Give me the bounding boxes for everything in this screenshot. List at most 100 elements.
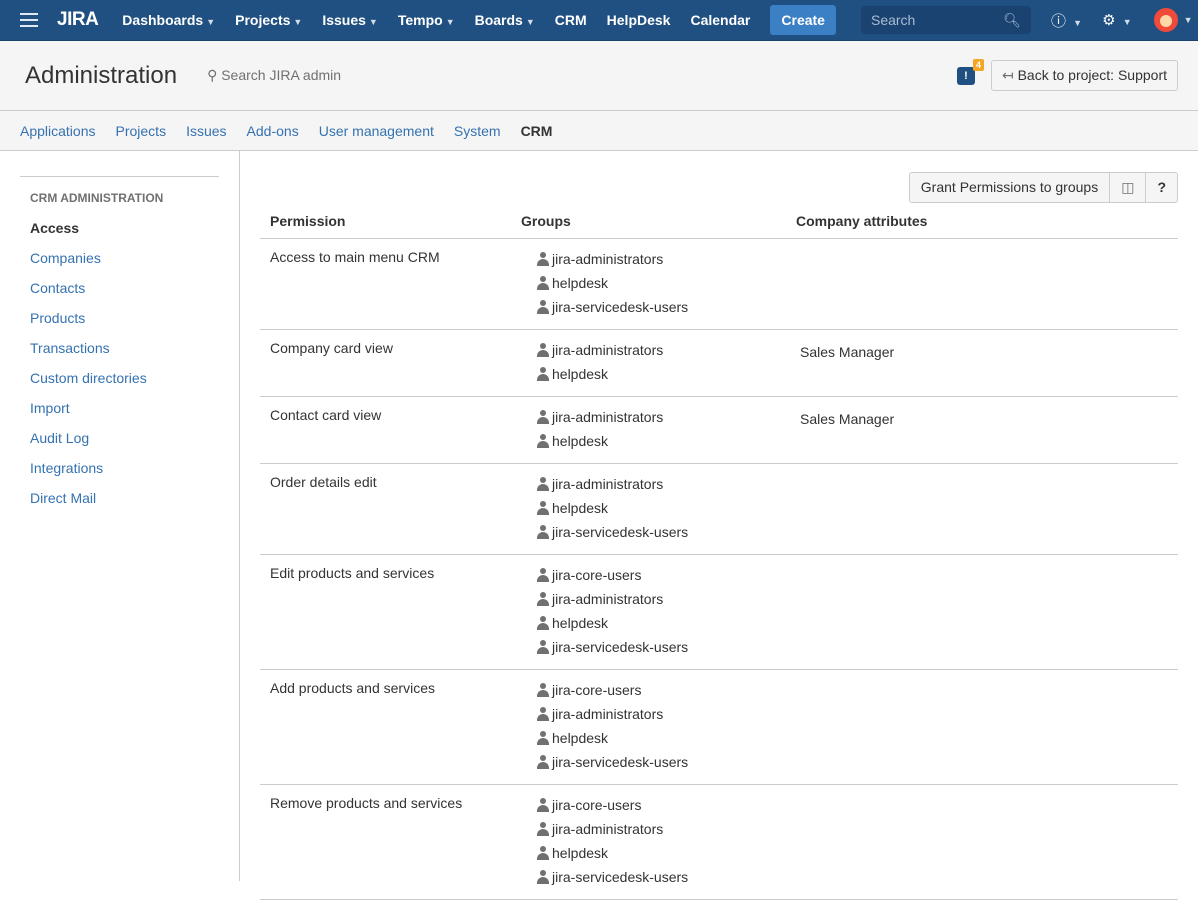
nav-item[interactable]: HelpDesk (597, 12, 681, 28)
help-button[interactable]: ? (1145, 172, 1178, 203)
tab-user-management[interactable]: User management (318, 122, 434, 139)
feedback-button[interactable]: ◫ (1109, 172, 1147, 203)
group-item: jira-servicedesk-users (535, 635, 776, 659)
group-name: jira-core-users (552, 797, 642, 813)
sidebar-item-direct-mail[interactable]: Direct Mail (30, 490, 97, 506)
nav-label: Dashboards (122, 12, 204, 28)
company-attribute (786, 554, 1178, 670)
toolbar: Grant Permissions to groups ◫ ? (260, 172, 1178, 203)
search-input[interactable]: Search 🔍︎ (860, 6, 1031, 34)
group-name: jira-administrators (552, 251, 664, 267)
permission-name: Contact card view (260, 396, 511, 464)
company-attribute (786, 784, 1178, 900)
group-item: jira-administrators (535, 702, 776, 726)
help-icon[interactable]: ⓘ ▼ (1050, 12, 1083, 30)
search-placeholder: Search (870, 12, 916, 28)
group-icon (535, 798, 551, 812)
tab-applications[interactable]: Applications (20, 122, 96, 139)
group-item: jira-core-users (535, 678, 776, 702)
group-name: jira-core-users (552, 682, 642, 698)
nav-label: Projects (235, 12, 291, 28)
tab-system[interactable]: System (453, 122, 501, 139)
groups-cell: jira-core-users jira-administrators helpde… (511, 554, 786, 670)
back-arrow-icon: ↤ (1001, 67, 1014, 83)
group-name: helpdesk (552, 500, 609, 516)
nav-label: Calendar (690, 12, 751, 28)
permissions-table: Permission Groups Company attributes Acc… (260, 205, 1178, 900)
nav-item[interactable]: Tempo ▼ (388, 12, 465, 28)
sidebar-item-integrations[interactable]: Integrations (30, 460, 104, 476)
permission-name: Access to main menu CRM (260, 238, 511, 330)
company-attribute: Sales Manager (786, 329, 1178, 397)
chevron-down-icon[interactable]: ▼ (1183, 15, 1193, 25)
notification-icon[interactable]: ! 4 (956, 58, 984, 85)
chevron-down-icon: ▼ (293, 17, 303, 27)
table-row: Company card view jira-administrators help… (260, 329, 1178, 397)
group-icon (535, 640, 551, 654)
group-item: helpdesk (535, 362, 776, 386)
avatar[interactable] (1153, 8, 1178, 32)
search-icon: 🔍︎ (1003, 11, 1021, 28)
nav-label: CRM (554, 12, 587, 28)
table-row: Add products and services jira-core-users… (260, 669, 1178, 785)
admin-search-label: Search JIRA admin (221, 67, 342, 83)
gear-icon[interactable]: ⚙ ▼ (1102, 12, 1132, 29)
chevron-down-icon: ▼ (445, 17, 455, 27)
tab-add-ons[interactable]: Add-ons (246, 122, 299, 139)
sidebar-item-access[interactable]: Access (30, 220, 80, 236)
group-name: jira-administrators (552, 706, 664, 722)
permission-name: Company card view (260, 329, 511, 397)
tab-issues[interactable]: Issues (186, 122, 227, 139)
sidebar-item-products[interactable]: Products (30, 310, 86, 326)
sidebar-item-transactions[interactable]: Transactions (30, 340, 110, 356)
nav-item[interactable]: Calendar (680, 12, 760, 28)
permission-name: Add products and services (260, 669, 511, 785)
feedback-icon: ◫ (1121, 179, 1135, 195)
nav-item[interactable]: Projects ▼ (225, 12, 312, 28)
group-icon (535, 252, 551, 266)
group-name: helpdesk (552, 845, 609, 861)
company-attribute (786, 463, 1178, 555)
create-button[interactable]: Create (770, 5, 836, 35)
group-item: jira-administrators (535, 338, 776, 362)
nav-item[interactable]: CRM (545, 12, 597, 28)
nav-item[interactable]: Boards ▼ (465, 12, 545, 28)
group-icon (535, 501, 551, 515)
groups-cell: jira-core-users jira-administrators helpde… (511, 784, 786, 900)
sidebar-item-audit-log[interactable]: Audit Log (30, 430, 90, 446)
groups-cell: jira-administrators helpdesk jira-serviced… (511, 463, 786, 555)
group-item: helpdesk (535, 611, 776, 635)
group-item: jira-core-users (535, 793, 776, 817)
admin-search[interactable]: ⚲ Search JIRA admin (207, 67, 341, 84)
group-name: helpdesk (552, 366, 609, 382)
group-item: jira-administrators (535, 587, 776, 611)
menu-icon[interactable] (20, 13, 38, 27)
group-icon (535, 707, 551, 721)
group-name: jira-servicedesk-users (552, 524, 689, 540)
back-to-project-button[interactable]: ↤ Back to project: Support (990, 60, 1178, 91)
sidebar-item-custom-directories[interactable]: Custom directories (30, 370, 147, 386)
jira-logo[interactable]: JIRA (57, 9, 99, 30)
top-navigation-bar: JIRA Dashboards ▼ Projects ▼ Issues ▼ Tempo ▼ Bo… (0, 0, 1198, 41)
grant-permissions-button[interactable]: Grant Permissions to groups (908, 172, 1111, 203)
table-row: Edit products and services jira-core-user… (260, 554, 1178, 670)
chevron-down-icon: ▼ (368, 17, 378, 27)
sidebar-item-contacts[interactable]: Contacts (30, 280, 86, 296)
sidebar-item-companies[interactable]: Companies (30, 250, 101, 266)
nav-label: Boards (474, 12, 523, 28)
table-row: Remove products and services jira-core-us… (260, 784, 1178, 900)
tab-crm[interactable]: CRM (520, 122, 553, 139)
group-item: jira-servicedesk-users (535, 750, 776, 774)
content: Grant Permissions to groups ◫ ? Permissi… (240, 151, 1198, 900)
nav-item[interactable]: Dashboards ▼ (112, 12, 225, 28)
nav-item[interactable]: Issues ▼ (312, 12, 388, 28)
group-icon (535, 846, 551, 860)
group-icon (535, 300, 551, 314)
tab-projects[interactable]: Projects (115, 122, 167, 139)
group-icon (535, 434, 551, 448)
sidebar-item-import[interactable]: Import (30, 400, 70, 416)
group-item: helpdesk (535, 271, 776, 295)
group-item: helpdesk (535, 841, 776, 865)
group-icon (535, 367, 551, 381)
group-item: jira-servicedesk-users (535, 865, 776, 889)
